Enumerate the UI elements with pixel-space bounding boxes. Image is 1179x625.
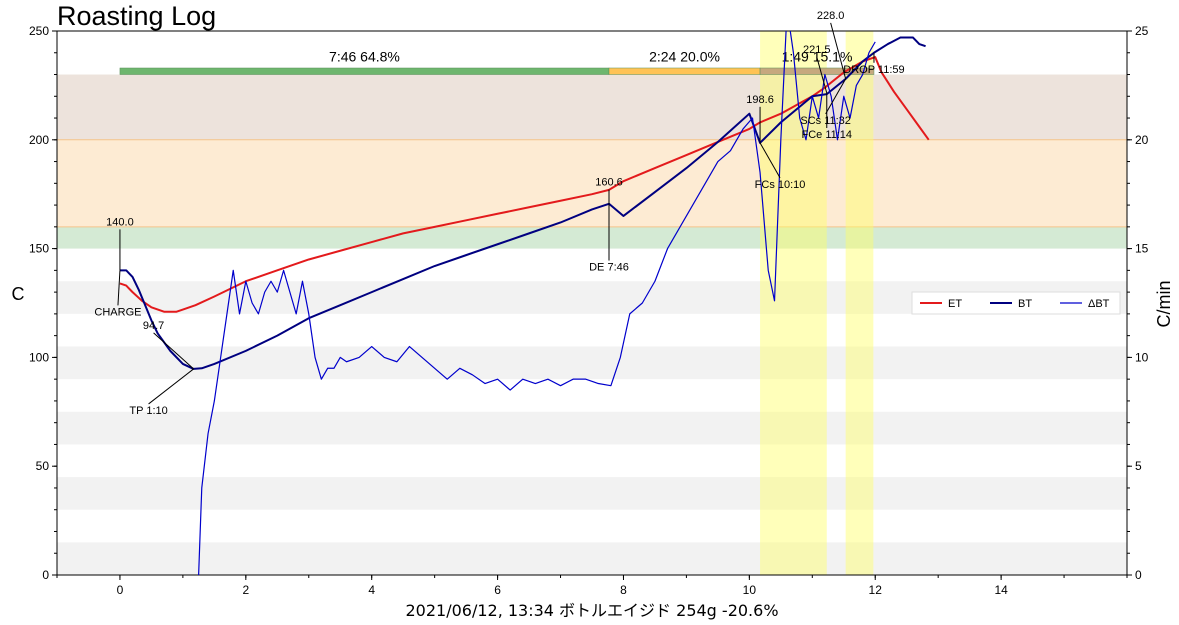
annotation-label: FCe 11:14 xyxy=(801,129,852,141)
band xyxy=(57,477,1127,510)
annotation-label: 198.6 xyxy=(746,94,774,106)
x-axis-label: 2021/06/12, 13:34 ボトルエイジド 254g -20.6% xyxy=(405,601,778,620)
x-tick-label: 0 xyxy=(117,583,124,597)
y2-tick-label: 10 xyxy=(1135,350,1149,364)
axes: 0 2 4 6 8 10 12 14 0 50 100 150 200 250 0 5 10 15 20 25 xyxy=(29,24,1149,597)
y-tick-label: 200 xyxy=(29,133,49,147)
band xyxy=(57,226,1127,249)
y-tick-label: 50 xyxy=(36,459,50,473)
event-band xyxy=(760,31,827,575)
x-tick-label: 2 xyxy=(242,583,249,597)
band xyxy=(57,346,1127,380)
x-tick-label: 14 xyxy=(994,583,1008,597)
phase-bar xyxy=(759,67,875,75)
phase-label: 7:46 64.8% xyxy=(329,48,400,64)
y2-tick-label: 0 xyxy=(1135,568,1142,582)
series-line-delta-bt xyxy=(198,31,876,575)
plot-frame xyxy=(56,30,1128,576)
annotation-pointer xyxy=(117,270,121,306)
phase-label: 2:24 20.0% xyxy=(649,48,720,64)
annotation-pointer xyxy=(825,78,847,115)
legend-entry: ΔBT xyxy=(1088,298,1110,310)
annotation-label: 221.5 xyxy=(803,44,831,56)
y-axis-label: C xyxy=(12,284,25,304)
annotation-pointer xyxy=(759,142,781,179)
band xyxy=(57,542,1127,575)
y-tick-label: 0 xyxy=(42,568,49,582)
annotation-label: DROP 11:59 xyxy=(843,64,904,76)
chart-title: Roasting Log xyxy=(57,1,216,31)
x-tick-label: 4 xyxy=(368,583,375,597)
annotation-label: 94.7 xyxy=(143,320,164,332)
background-bands xyxy=(57,74,1127,575)
event-highlight-bands xyxy=(760,31,874,575)
y-tick-label: 250 xyxy=(29,24,49,38)
annotation-label: TP 1:10 xyxy=(129,405,167,417)
annotation-pointer xyxy=(153,332,194,370)
legend-box xyxy=(911,291,1121,315)
series-line-et xyxy=(119,56,930,313)
annotation-label: 228.0 xyxy=(817,10,845,22)
annotation-label: FCs 10:10 xyxy=(755,179,806,191)
band xyxy=(57,411,1127,445)
x-tick-label: 10 xyxy=(743,583,757,597)
y2-axis-label: C/min xyxy=(1154,280,1174,327)
annotation-label: 160.6 xyxy=(595,177,623,189)
y2-tick-label: 5 xyxy=(1135,459,1142,473)
legend: ET BT ΔBT xyxy=(911,291,1121,315)
event-band xyxy=(845,31,874,575)
series-line-bt xyxy=(119,36,926,370)
phase-label: 1:49 15.1% xyxy=(782,48,853,64)
annotation-label: DE 7:46 xyxy=(589,262,629,274)
y-tick-label: 100 xyxy=(29,350,49,364)
y2-tick-label: 20 xyxy=(1135,133,1149,147)
x-tick-label: 6 xyxy=(494,583,501,597)
band xyxy=(57,74,1127,140)
y2-tick-label: 15 xyxy=(1135,242,1149,256)
x-tick-label: 8 xyxy=(620,583,627,597)
series-lines xyxy=(119,31,930,575)
annotation-label: 140.0 xyxy=(106,216,134,228)
annotation-label: SCs 11:32 xyxy=(800,115,851,127)
band xyxy=(57,139,1127,227)
phase-bar xyxy=(119,67,610,75)
legend-entry: BT xyxy=(1018,298,1032,310)
y2-tick-label: 25 xyxy=(1135,24,1149,38)
annotation-pointer xyxy=(830,22,847,80)
y-tick-label: 150 xyxy=(29,242,49,256)
annotation-pointer xyxy=(148,368,194,405)
annotation-label: CHARGE xyxy=(94,306,141,318)
annotation-pointer xyxy=(816,56,828,94)
legend-entry: ET xyxy=(948,298,962,310)
phase-bar xyxy=(608,67,761,75)
x-tick-label: 12 xyxy=(869,583,883,597)
phase-bars: 7:46 64.8% 2:24 20.0% 1:49 15.1% xyxy=(119,48,875,75)
